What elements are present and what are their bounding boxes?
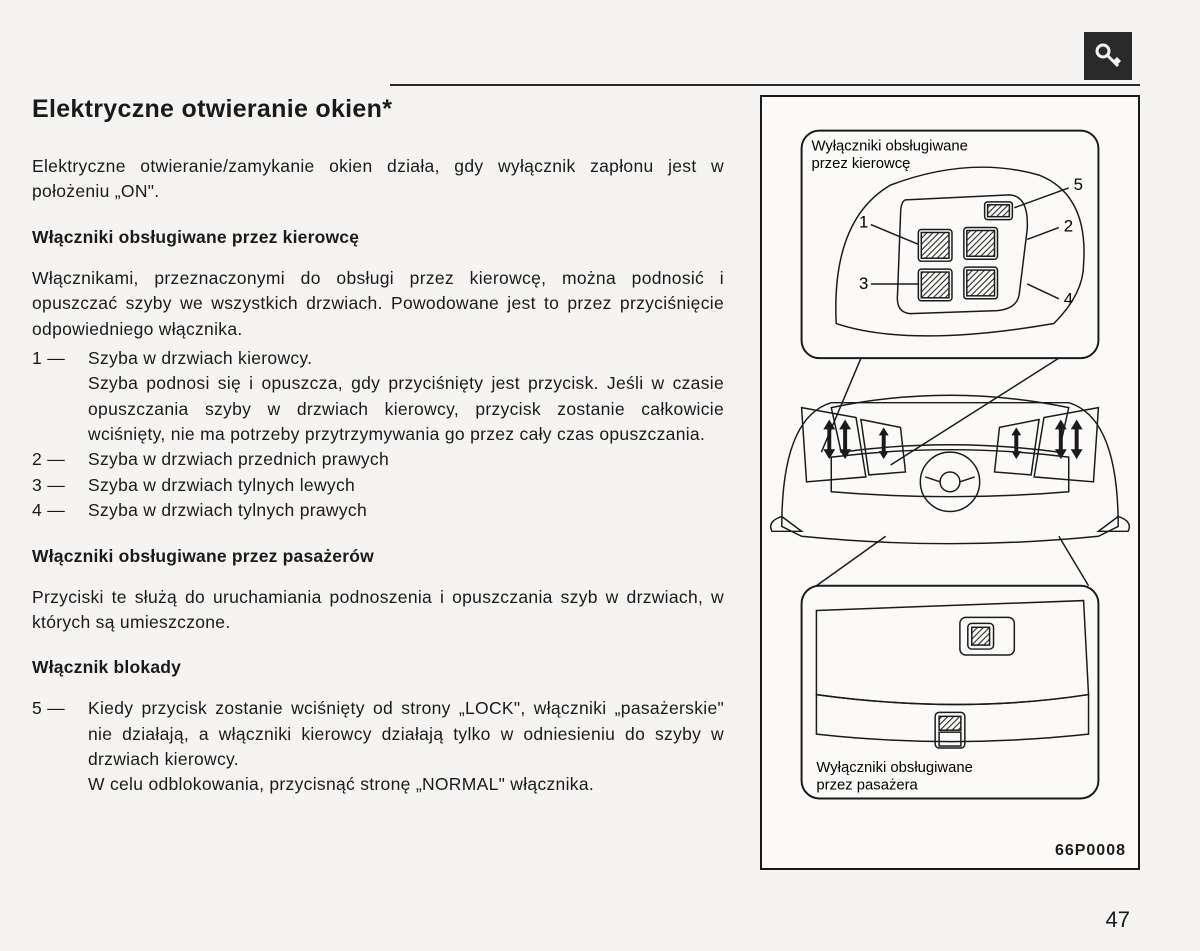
figure-column: 1 2 3 4 5 Wyłączniki obsługiwane przez k… <box>760 95 1140 870</box>
section3-list: 5 — Kiedy przycisk zostanie wciśnięty od… <box>32 696 724 798</box>
item-cont: Szyba podnosi się i opuszcza, gdy przyci… <box>88 373 724 444</box>
callout-3: 3 <box>859 274 868 293</box>
item-text: Szyba w drzwiach tylnych prawych <box>88 500 367 520</box>
figure-reference: 66P0008 <box>1055 842 1126 860</box>
callout-1: 1 <box>859 213 868 232</box>
list-item: 3 — Szyba w drzwiach tylnych lewych <box>32 473 724 498</box>
list-item: 4 — Szyba w drzwiach tylnych prawych <box>32 498 724 523</box>
list-item: 1 — Szyba w drzwiach kierowcy. Szyba pod… <box>32 346 724 448</box>
section2-text: Przyciski te służą do uruchamiania podno… <box>32 585 724 636</box>
figure-bottom-label-1: Wyłączniki obsługiwane <box>816 760 972 776</box>
section1-list: 1 — Szyba w drzwiach kierowcy. Szyba pod… <box>32 346 724 524</box>
header-rule <box>390 84 1140 86</box>
item-cont: W celu odblokowania, przycisnąć stronę „… <box>88 774 594 794</box>
item-number: 5 — <box>32 696 65 721</box>
item-number: 3 — <box>32 473 65 498</box>
figure-top-label-1: Wyłączniki obsługiwane <box>811 138 967 154</box>
item-number: 4 — <box>32 498 65 523</box>
item-text: Kiedy przycisk zostanie wciśnięty od str… <box>88 698 724 769</box>
callout-4: 4 <box>1064 290 1073 309</box>
item-number: 2 — <box>32 447 65 472</box>
section1-heading: Włączniki obsługiwane przez kierowcę <box>32 227 724 248</box>
item-text: Szyba w drzwiach kierowcy. <box>88 348 312 368</box>
callout-2: 2 <box>1064 217 1073 236</box>
item-text: Szyba w drzwiach tylnych lewych <box>88 475 355 495</box>
item-number: 1 — <box>32 346 65 371</box>
callout-5: 5 <box>1074 175 1083 194</box>
section2-heading: Włączniki obsługiwane przez pasażerów <box>32 546 724 567</box>
list-item: 2 — Szyba w drzwiach przednich prawych <box>32 447 724 472</box>
text-column: Elektryczne otwieranie okien* Elektryczn… <box>28 95 724 870</box>
figure-bottom-label-2: przez pasażera <box>816 778 918 794</box>
key-icon <box>1084 32 1132 80</box>
figure-box: 1 2 3 4 5 Wyłączniki obsługiwane przez k… <box>760 95 1140 870</box>
page-title: Elektryczne otwieranie okien* <box>32 95 724 124</box>
section3-heading: Włącznik blokady <box>32 657 724 678</box>
intro-paragraph: Elektryczne otwieranie/zamykanie okien d… <box>32 154 724 205</box>
item-text: Szyba w drzwiach przednich prawych <box>88 449 389 469</box>
list-item: 5 — Kiedy przycisk zostanie wciśnięty od… <box>32 696 724 798</box>
figure-top-label-2: przez kierowcę <box>811 156 910 172</box>
page-number: 47 <box>1106 907 1130 933</box>
section1-lead: Włącznikami, przeznaczonymi do obsługi p… <box>32 266 724 342</box>
figure-svg: 1 2 3 4 5 Wyłączniki obsługiwane przez k… <box>762 97 1138 837</box>
